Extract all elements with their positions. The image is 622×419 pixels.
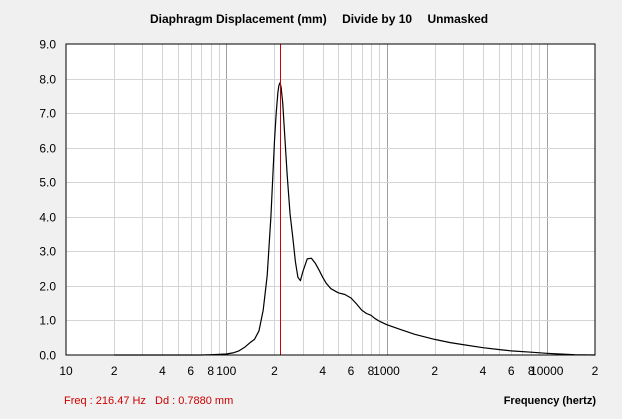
- y-tick-label: 9.0: [39, 38, 56, 52]
- x-tick-label: 10000: [530, 364, 564, 378]
- grid-x: [114, 44, 548, 355]
- y-tick-labels: 0.0 1.0 2.0 3.0 4.0 5.0 6.0 7.0 8.0 9.0: [39, 38, 56, 363]
- x-tick-label: 4: [159, 364, 166, 378]
- x-tick-label: 2: [592, 364, 599, 378]
- chart-title-mode: Divide by 10: [342, 12, 412, 26]
- plot-area[interactable]: [66, 44, 595, 355]
- x-tick-label: 2: [271, 364, 278, 378]
- y-tick-label: 1.0: [39, 314, 56, 328]
- grid-y: [66, 79, 595, 321]
- y-tick-label: 3.0: [39, 245, 56, 259]
- x-tick-label: 8: [368, 364, 375, 378]
- x-axis-label: Frequency (hertz): [504, 395, 597, 407]
- x-tick-label: 4: [480, 364, 487, 378]
- x-tick-label: 8: [528, 364, 535, 378]
- displacement-curve: [114, 82, 596, 356]
- x-tick-label: 6: [508, 364, 515, 378]
- chart-title-main: Diaphragm Displacement (mm): [150, 12, 327, 26]
- x-tick-label: 8: [207, 364, 214, 378]
- series-layer: [114, 82, 596, 356]
- dd-readout: Dd : 0.7880 mm: [155, 395, 233, 407]
- y-tick-label: 8.0: [39, 73, 56, 87]
- chart-title-mask: Unmasked: [427, 12, 488, 26]
- y-tick-label: 2.0: [39, 280, 56, 294]
- y-tick-label: 5.0: [39, 176, 56, 190]
- x-tick-label: 2: [431, 364, 438, 378]
- x-tick-label: 100: [216, 364, 236, 378]
- freq-readout: Freq : 216.47 Hz: [64, 395, 146, 407]
- plot-frame: [65, 43, 596, 356]
- x-tick-label: 6: [187, 364, 194, 378]
- y-tick-label: 4.0: [39, 211, 56, 225]
- chart-title: Diaphragm Displacement (mm) Divide by 10…: [150, 12, 488, 26]
- x-tick-label: 6: [348, 364, 355, 378]
- y-tick-label: 0.0: [39, 349, 56, 363]
- y-tick-label: 7.0: [39, 107, 56, 121]
- y-tick-label: 6.0: [39, 142, 56, 156]
- x-tick-label: 1000: [373, 364, 400, 378]
- x-tick-label: 10: [59, 364, 73, 378]
- x-tick-label: 4: [319, 364, 326, 378]
- x-tick-label: 2: [111, 364, 118, 378]
